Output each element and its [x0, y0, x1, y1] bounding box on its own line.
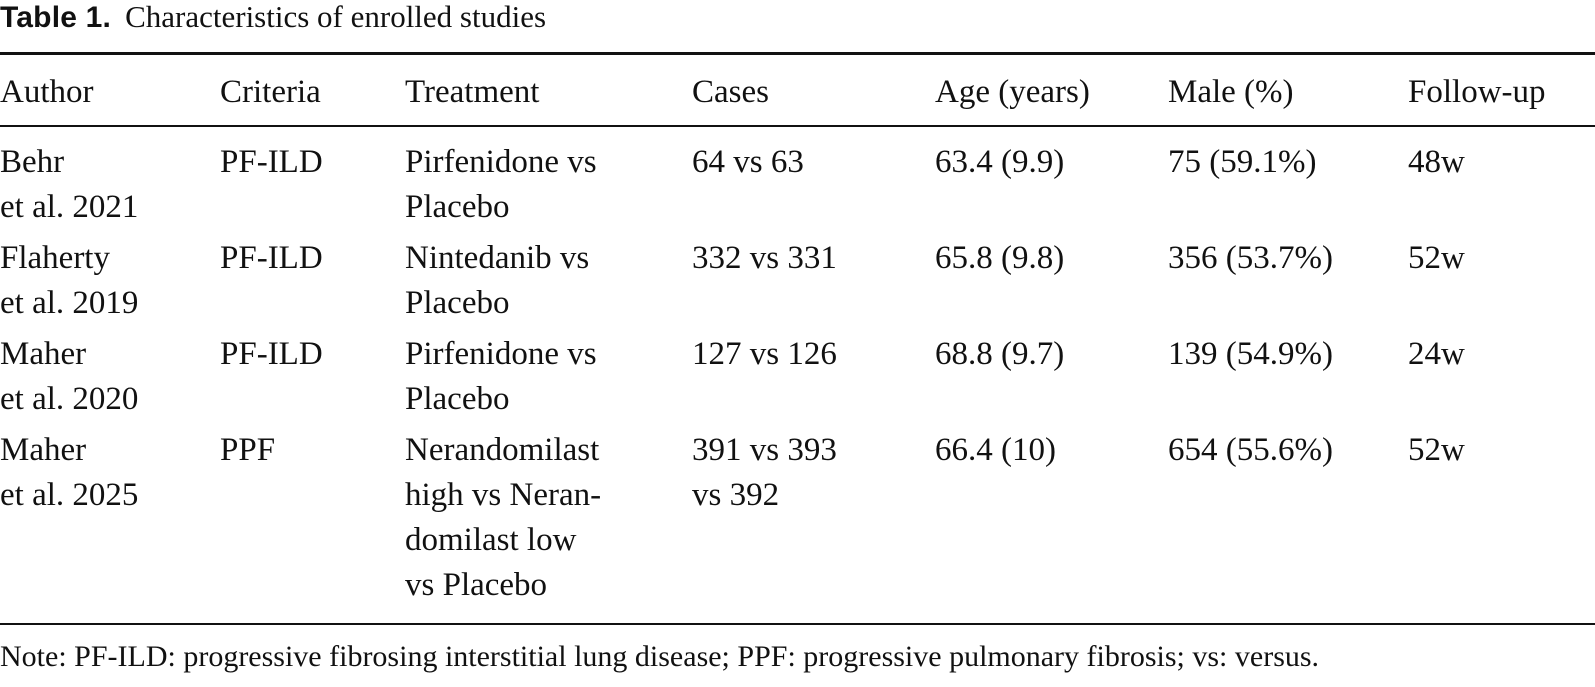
cell-line: 75 (59.1%)	[1168, 144, 1317, 180]
cell-cases: 332 vs 331	[692, 236, 837, 281]
cell-line: 52w	[1408, 432, 1465, 468]
cell-line: Behr	[0, 144, 65, 180]
cell-age: 66.4 (10)	[935, 428, 1056, 473]
cell-line: 654 (55.6%)	[1168, 432, 1333, 468]
cell-age: 68.8 (9.7)	[935, 332, 1064, 377]
cell-line: 356 (53.7%)	[1168, 240, 1333, 276]
cell-line: 332 vs 331	[692, 240, 837, 276]
cell-follow-up: 52w	[1408, 236, 1465, 281]
cell-follow-up: 24w	[1408, 332, 1465, 377]
cell-male: 139 (54.9%)	[1168, 332, 1333, 377]
column-header-male: Male (%)	[1168, 74, 1294, 110]
cell-cases: 127 vs 126	[692, 332, 837, 377]
cell-age: 65.8 (9.8)	[935, 236, 1064, 281]
cell-line: high vs Neran-	[405, 477, 602, 513]
cell-line: 63.4 (9.9)	[935, 144, 1065, 180]
cell-criteria: PF-ILD	[220, 236, 323, 281]
table-header-rule	[0, 125, 1595, 127]
column-header-follow-up: Follow-up	[1408, 74, 1546, 110]
cell-line: PF-ILD	[220, 336, 323, 372]
cell-line: domilast low	[405, 522, 577, 558]
cell-male: 356 (53.7%)	[1168, 236, 1333, 281]
cell-line: Placebo	[405, 381, 510, 417]
cell-line: 24w	[1408, 336, 1465, 372]
cell-line: 391 vs 393	[692, 432, 837, 468]
cell-cases: 391 vs 393 vs 392	[692, 428, 837, 518]
cell-line: Pirfenidone vs	[405, 144, 597, 180]
cell-author: Behr et al. 2021	[0, 140, 138, 230]
cell-author: Maher et al. 2020	[0, 332, 138, 422]
cell-line: et al. 2020	[0, 381, 139, 417]
cell-line: PPF	[220, 432, 276, 468]
column-header-cases: Cases	[692, 74, 769, 110]
cell-criteria: PPF	[220, 428, 275, 473]
table-top-rule	[0, 52, 1595, 55]
cell-criteria: PF-ILD	[220, 140, 323, 185]
table-caption-label: Table 1.	[0, 1, 112, 34]
cell-line: Flaherty	[0, 240, 110, 276]
cell-male: 75 (59.1%)	[1168, 140, 1316, 185]
cell-line: vs Placebo	[405, 567, 548, 603]
cell-treatment: Pirfenidone vs Placebo	[405, 332, 597, 422]
cell-line: 65.8 (9.8)	[935, 240, 1065, 276]
cell-treatment: Pirfenidone vs Placebo	[405, 140, 597, 230]
cell-line: et al. 2021	[0, 189, 139, 225]
cell-line: et al. 2025	[0, 477, 139, 513]
cell-line: 48w	[1408, 144, 1465, 180]
cell-line: 139 (54.9%)	[1168, 336, 1333, 372]
cell-age: 63.4 (9.9)	[935, 140, 1064, 185]
table-caption-text: Characteristics of enrolled studies	[125, 0, 547, 34]
column-header-age: Age (years)	[935, 74, 1090, 110]
cell-line: Maher	[0, 432, 87, 468]
cell-line: 64 vs 63	[692, 144, 804, 180]
cell-line: PF-ILD	[220, 240, 323, 276]
cell-line: Nerandomilast	[405, 432, 600, 468]
cell-line: Placebo	[405, 285, 510, 321]
column-header-criteria: Criteria	[220, 74, 321, 110]
cell-line: Maher	[0, 336, 87, 372]
column-header-treatment: Treatment	[405, 74, 540, 110]
cell-line: et al. 2019	[0, 285, 139, 321]
table-bottom-rule	[0, 623, 1595, 625]
cell-cases: 64 vs 63	[692, 140, 804, 185]
cell-criteria: PF-ILD	[220, 332, 323, 377]
cell-treatment: Nintedanib vs Placebo	[405, 236, 589, 326]
cell-line: 127 vs 126	[692, 336, 837, 372]
cell-follow-up: 52w	[1408, 428, 1465, 473]
cell-author: Flaherty et al. 2019	[0, 236, 138, 326]
cell-follow-up: 48w	[1408, 140, 1465, 185]
table-note: Note: PF-ILD: progressive fibrosing inte…	[0, 640, 1320, 673]
cell-line: 68.8 (9.7)	[935, 336, 1065, 372]
cell-male: 654 (55.6%)	[1168, 428, 1333, 473]
table-caption: Table 1. Characteristics of enrolled stud…	[0, 0, 546, 36]
cell-treatment: Nerandomilast high vs Neran-domilast low v…	[405, 428, 601, 608]
cell-line: vs 392	[692, 477, 780, 513]
cell-line: Nintedanib vs	[405, 240, 590, 276]
cell-line: PF-ILD	[220, 144, 323, 180]
cell-line: 52w	[1408, 240, 1465, 276]
column-header-author: Author	[0, 74, 94, 110]
cell-line: 66.4 (10)	[935, 432, 1056, 468]
cell-line: Pirfenidone vs	[405, 336, 597, 372]
cell-author: Maher et al. 2025	[0, 428, 138, 518]
cell-line: Placebo	[405, 189, 510, 225]
